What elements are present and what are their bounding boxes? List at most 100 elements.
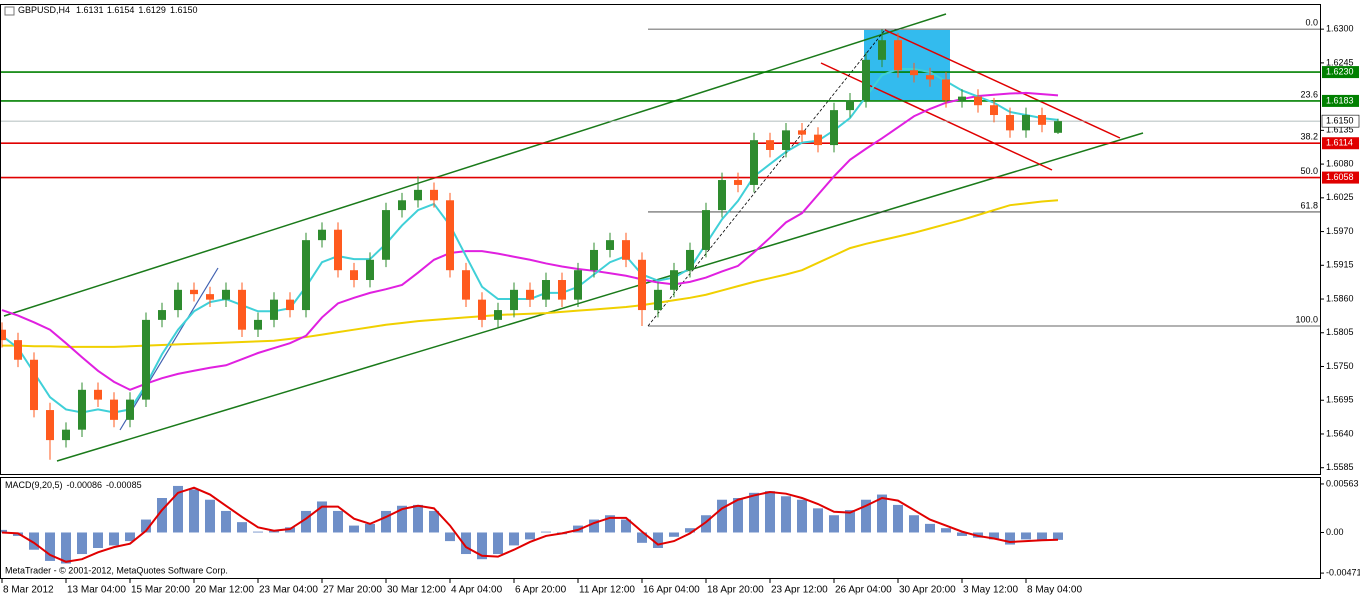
macd-bar xyxy=(781,496,791,533)
macd-bar xyxy=(141,519,151,533)
candle-body xyxy=(206,294,214,300)
y-tick-label: -0.00471 xyxy=(1326,567,1360,577)
macd-bar xyxy=(685,528,695,533)
candle-body xyxy=(622,240,630,260)
candle-body xyxy=(958,96,966,101)
candle-body xyxy=(654,289,662,311)
candle-body xyxy=(318,229,326,241)
macd-bar xyxy=(605,515,615,533)
macd-bar xyxy=(1005,532,1015,545)
macd-bar xyxy=(205,499,215,533)
x-tick-label: 30 Mar 12:00 xyxy=(387,585,446,596)
y-tick-label: 1.5915 xyxy=(1326,260,1354,270)
trendline xyxy=(119,267,219,431)
candle-body xyxy=(366,259,374,281)
level-tag xyxy=(1322,171,1359,184)
level-tag xyxy=(1322,94,1359,107)
fib-label: 61.8 xyxy=(1300,200,1318,210)
signal-value: -0.00085 xyxy=(106,480,142,490)
macd-bar xyxy=(957,532,967,536)
macd-bar xyxy=(109,532,119,546)
macd-bar xyxy=(1021,532,1031,540)
candle-body xyxy=(638,259,646,311)
candle-body xyxy=(782,130,790,150)
x-tick-label: 8 May 04:00 xyxy=(1027,585,1082,596)
trendline xyxy=(884,29,1121,139)
macd-bar xyxy=(541,531,551,533)
macd-bar xyxy=(1053,532,1063,540)
y-tick-label: 1.5640 xyxy=(1326,428,1354,438)
macd-bar xyxy=(445,532,455,542)
macd-bar xyxy=(701,515,711,533)
candle-body xyxy=(734,180,742,185)
watermark: MetaTrader - © 2001-2012, MetaQuotes Sof… xyxy=(5,565,228,575)
fib-diagonal xyxy=(647,29,886,327)
trendline xyxy=(56,132,1144,462)
macd-bar xyxy=(749,492,759,533)
macd-bar xyxy=(717,499,727,533)
y-tick-label: 1.6245 xyxy=(1326,57,1354,67)
candle-body xyxy=(430,189,438,201)
candle-body xyxy=(526,289,534,300)
level-tag xyxy=(1322,66,1359,79)
level-label: 1.6114 xyxy=(1326,138,1353,148)
macd-bar xyxy=(845,510,855,533)
fib-label: 0.0 xyxy=(1305,18,1318,28)
macd-bar xyxy=(317,501,327,533)
y-tick-label: 1.5750 xyxy=(1326,361,1354,371)
level-label: 1.6150 xyxy=(1326,116,1354,126)
price-panel xyxy=(1,13,1320,462)
macd-bar xyxy=(349,525,359,533)
macd-bar xyxy=(397,505,407,533)
y-tick-label: 1.6080 xyxy=(1326,158,1354,168)
macd-bar xyxy=(365,523,375,533)
macd-bar xyxy=(157,498,167,533)
candle-body xyxy=(1006,115,1014,131)
y-tick-label: 1.6300 xyxy=(1326,24,1354,34)
macd-bar xyxy=(461,532,471,555)
macd-bar xyxy=(829,515,839,533)
macd-bar xyxy=(237,522,247,533)
low-value: 1.6129 xyxy=(138,5,166,15)
candle-body xyxy=(382,210,390,260)
candle-body xyxy=(46,410,54,441)
macd-bar xyxy=(1037,532,1047,541)
x-tick-label: 18 Apr 20:00 xyxy=(707,585,764,596)
candle-body xyxy=(350,270,358,281)
macd-value: -0.00086 xyxy=(67,480,103,490)
candle-body xyxy=(990,105,998,116)
y-tick-label: 0.00563 xyxy=(1326,478,1359,488)
macd-bar xyxy=(669,532,679,537)
symbol: GBPUSD,H4 xyxy=(18,5,70,15)
header: GBPUSD,H4 1.6131 1.6154 1.6129 1.6150 xyxy=(18,5,197,15)
candle-body xyxy=(1,329,6,341)
candle-body xyxy=(270,299,278,320)
macd-bar xyxy=(253,531,263,533)
candle-body xyxy=(670,270,678,290)
candle-body xyxy=(110,399,118,420)
candle-body xyxy=(462,270,470,300)
candle-body xyxy=(702,210,710,250)
candle-body xyxy=(718,180,726,211)
macd-bar xyxy=(1,529,7,533)
candle-body xyxy=(414,189,422,201)
y-tick-label: 1.5695 xyxy=(1326,395,1354,405)
candle-body xyxy=(126,399,134,420)
macd-frame xyxy=(0,477,1321,579)
macd-bar xyxy=(413,504,423,533)
macd-bar xyxy=(61,532,71,564)
candle-body xyxy=(158,310,166,320)
candle-body xyxy=(510,289,518,311)
macd-bar xyxy=(989,532,999,540)
x-tick-label: 6 Apr 20:00 xyxy=(515,585,567,596)
macd-bar xyxy=(429,510,439,533)
fib-label: 100.0 xyxy=(1295,314,1318,324)
x-tick-label: 3 May 12:00 xyxy=(963,585,1018,596)
candle-body xyxy=(1022,115,1030,131)
candle-body xyxy=(942,79,950,101)
macd-panel xyxy=(1,485,1063,564)
macd-bar xyxy=(877,494,887,533)
candle-body xyxy=(606,240,614,250)
candle-body xyxy=(814,134,822,146)
